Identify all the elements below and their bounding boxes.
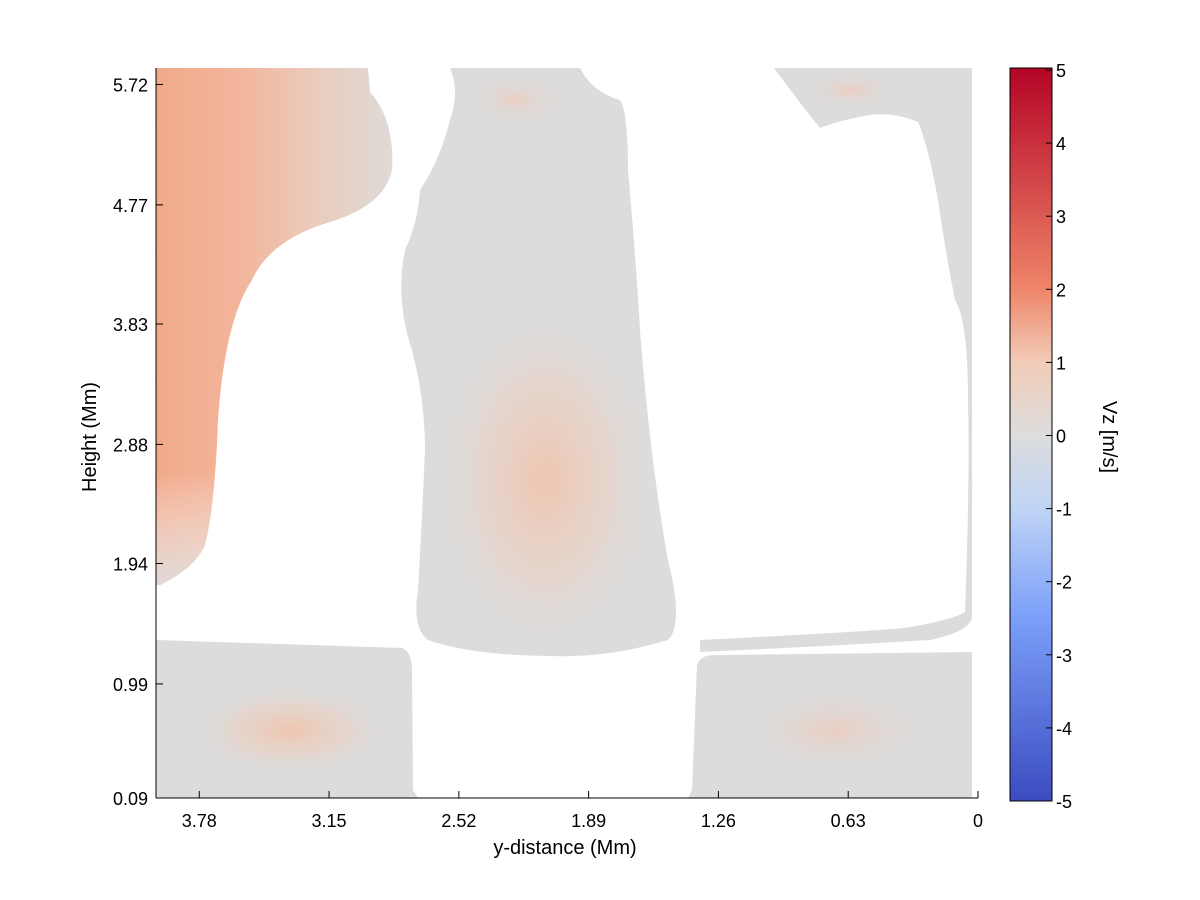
heatmap-field [156, 68, 972, 798]
colorbar-tick-label: 0 [1056, 427, 1066, 447]
y-tick-label: 3.83 [113, 315, 148, 335]
bottom-left-hotspot [190, 685, 390, 775]
x-tick-label: 1.26 [701, 811, 736, 831]
x-tick-label: 1.89 [571, 811, 606, 831]
y-axis-title: Height (Mm) [79, 382, 101, 492]
x-tick-label: 3.15 [312, 811, 347, 831]
colorbar-label: Vz [m/s] [1098, 401, 1120, 473]
colorbar-tick-label: 4 [1056, 134, 1066, 154]
central-top-hotspot [470, 75, 560, 125]
x-tick-label: 2.52 [441, 811, 476, 831]
colorbar-tick-label: -4 [1056, 719, 1072, 739]
x-tick-label: 0 [973, 811, 983, 831]
y-tick-label: 0.99 [113, 675, 148, 695]
colorbar-tick-label: 1 [1056, 353, 1066, 373]
y-tick-label: 5.72 [113, 75, 148, 95]
x-tick-label: 0.63 [831, 811, 866, 831]
colorbar-tick-label: -2 [1056, 573, 1072, 593]
right-top-hotspot [800, 70, 900, 110]
colorbar-tick-label: -3 [1056, 646, 1072, 666]
colorbar-tick-label: 2 [1056, 280, 1066, 300]
x-axis-ticks: 3.78 3.15 2.52 1.89 1.26 0.63 0 [182, 791, 983, 831]
colorbar-tick-label: -5 [1056, 792, 1072, 812]
y-axis-ticks: 0.09 0.99 1.94 2.88 3.83 4.77 5.72 [113, 75, 163, 809]
colorbar-ticks: 5 4 3 2 1 0 -1 -2 -3 -4 -5 [1046, 61, 1072, 812]
y-tick-label: 2.88 [113, 435, 148, 455]
central-hotspot [435, 310, 655, 650]
bottom-right-hotspot [735, 685, 935, 775]
colorbar-tick-label: -1 [1056, 500, 1072, 520]
colorbar-tick-label: 3 [1056, 207, 1066, 227]
y-tick-label: 0.09 [113, 789, 148, 809]
y-tick-label: 4.77 [113, 196, 148, 216]
x-axis-title: y-distance (Mm) [493, 837, 636, 859]
region-left-column-fade [156, 68, 393, 585]
y-tick-label: 1.94 [113, 555, 148, 575]
colorbar [1009, 67, 1053, 802]
colorbar-tick-label: 5 [1056, 61, 1066, 81]
x-tick-label: 3.78 [182, 811, 217, 831]
region-right-column [700, 68, 972, 652]
